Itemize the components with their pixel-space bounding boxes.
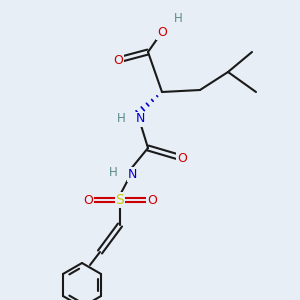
Text: H: H: [117, 112, 126, 124]
Text: O: O: [147, 194, 157, 206]
Text: O: O: [177, 152, 187, 164]
Text: O: O: [83, 194, 93, 206]
Text: O: O: [113, 53, 123, 67]
Text: N: N: [136, 112, 146, 125]
Text: N: N: [128, 167, 137, 181]
Text: S: S: [116, 193, 124, 207]
Text: H: H: [174, 11, 182, 25]
Text: O: O: [157, 26, 167, 38]
Text: H: H: [109, 166, 118, 178]
